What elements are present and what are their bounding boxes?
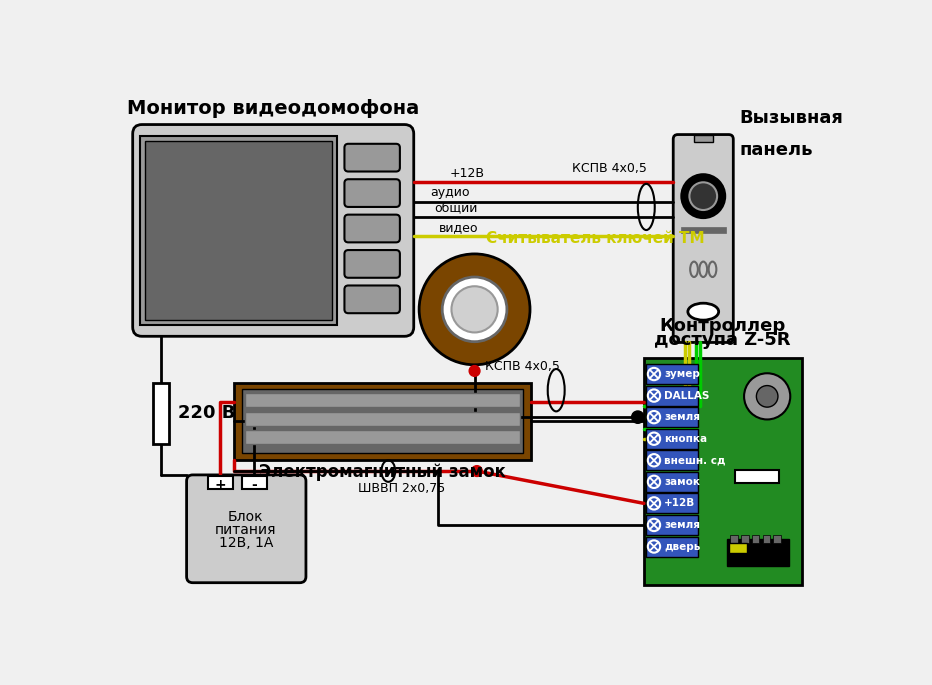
Text: дверь: дверь — [664, 542, 700, 551]
Bar — [752, 535, 760, 543]
Circle shape — [648, 497, 660, 510]
Circle shape — [442, 277, 507, 342]
Circle shape — [419, 254, 530, 365]
Circle shape — [681, 175, 725, 218]
Bar — [154, 382, 169, 444]
Circle shape — [451, 286, 498, 332]
Circle shape — [690, 182, 717, 210]
Circle shape — [648, 411, 660, 423]
Text: Считыватель ключей ТМ: Считыватель ключей ТМ — [487, 232, 705, 246]
Text: панель: панель — [739, 140, 813, 159]
Text: зумер: зумер — [664, 369, 700, 379]
Bar — [646, 493, 698, 513]
Text: 12В, 1А: 12В, 1А — [219, 536, 273, 550]
Text: ШВВП 2х0,75: ШВВП 2х0,75 — [358, 482, 445, 495]
Text: внешн. сд: внешн. сд — [664, 456, 725, 465]
FancyBboxPatch shape — [186, 475, 306, 583]
Bar — [245, 393, 520, 407]
Text: DALLAS: DALLAS — [664, 390, 709, 401]
Bar — [644, 358, 802, 585]
Bar — [646, 450, 698, 471]
Text: КСПВ 4х0,5: КСПВ 4х0,5 — [571, 162, 647, 175]
Bar — [729, 543, 747, 553]
Text: общий: общий — [434, 201, 478, 214]
Bar — [646, 515, 698, 535]
Text: Контроллер: Контроллер — [659, 316, 786, 335]
Circle shape — [744, 373, 790, 419]
Circle shape — [648, 390, 660, 401]
Bar — [681, 227, 726, 233]
Bar — [646, 364, 698, 384]
Circle shape — [648, 475, 660, 488]
Text: +12В: +12В — [664, 499, 695, 508]
Circle shape — [648, 454, 660, 466]
Circle shape — [648, 519, 660, 531]
Text: Электромагнитный замок: Электромагнитный замок — [259, 463, 505, 482]
Text: аудио: аудио — [431, 186, 470, 199]
Ellipse shape — [688, 303, 719, 320]
Bar — [730, 535, 738, 543]
Bar — [245, 430, 520, 444]
Text: Монитор видеодомофона: Монитор видеодомофона — [127, 99, 419, 119]
Bar — [694, 134, 712, 142]
Circle shape — [648, 540, 660, 553]
Text: земля: земля — [664, 520, 700, 530]
FancyBboxPatch shape — [132, 125, 414, 336]
Bar — [734, 469, 779, 484]
Bar — [646, 386, 698, 406]
Bar — [242, 477, 267, 489]
Bar — [646, 407, 698, 427]
Text: замок: замок — [664, 477, 700, 487]
Bar — [646, 429, 698, 449]
Text: Вызывная: Вызывная — [739, 109, 843, 127]
Text: КСПВ 4х0,5: КСПВ 4х0,5 — [485, 360, 559, 373]
Text: Блок: Блок — [228, 510, 264, 523]
FancyBboxPatch shape — [345, 286, 400, 313]
Bar — [245, 412, 520, 425]
Circle shape — [469, 366, 480, 376]
Circle shape — [648, 368, 660, 380]
Text: земля: земля — [664, 412, 700, 422]
Bar — [646, 472, 698, 492]
Text: питания: питания — [215, 523, 277, 536]
Circle shape — [757, 386, 778, 407]
Text: 220 В: 220 В — [178, 404, 236, 422]
Text: кнопка: кнопка — [664, 434, 707, 444]
FancyBboxPatch shape — [345, 144, 400, 171]
Text: +12В: +12В — [450, 167, 485, 180]
FancyBboxPatch shape — [345, 214, 400, 242]
Bar — [762, 535, 770, 543]
Text: -: - — [252, 478, 257, 492]
Text: доступа Z-5R: доступа Z-5R — [654, 331, 790, 349]
FancyBboxPatch shape — [673, 134, 733, 342]
FancyBboxPatch shape — [345, 179, 400, 207]
Bar — [727, 539, 788, 566]
Text: +: + — [214, 478, 226, 492]
Bar — [234, 382, 531, 460]
Text: видео: видео — [438, 221, 478, 234]
Bar — [141, 136, 336, 325]
FancyBboxPatch shape — [345, 250, 400, 278]
Bar — [242, 388, 523, 453]
Bar — [741, 535, 748, 543]
Bar — [208, 477, 233, 489]
Circle shape — [632, 411, 644, 423]
Circle shape — [472, 466, 482, 477]
Bar — [646, 536, 698, 556]
Bar — [774, 535, 781, 543]
Circle shape — [648, 432, 660, 445]
Bar — [145, 140, 332, 320]
